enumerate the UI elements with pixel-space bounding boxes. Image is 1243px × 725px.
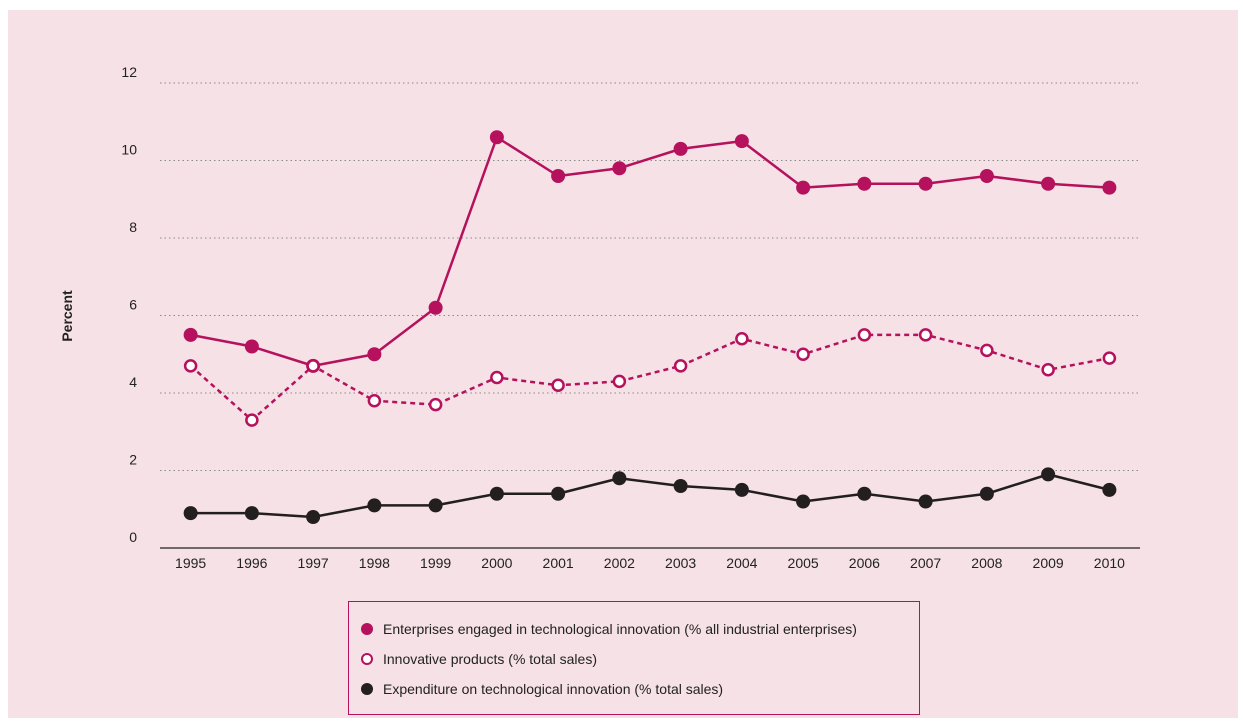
data-point <box>1041 467 1056 482</box>
data-point <box>1102 482 1117 497</box>
y-axis-title: Percent <box>59 290 75 342</box>
data-point <box>490 370 504 385</box>
data-point <box>918 176 933 191</box>
x-tick-label: 2002 <box>604 555 635 571</box>
x-tick-label: 2010 <box>1094 555 1125 571</box>
chart-panel <box>8 10 1238 718</box>
legend-marker-filled-magenta <box>361 623 373 635</box>
x-tick-label: 2005 <box>788 555 819 571</box>
y-tick-label: 10 <box>121 142 137 158</box>
x-tick-label: 2000 <box>481 555 512 571</box>
data-point <box>734 482 749 497</box>
data-point <box>796 494 811 509</box>
data-point <box>1102 351 1117 365</box>
legend-item-expenditure: Expenditure on technological innovation … <box>361 678 723 700</box>
x-tick-label: 1999 <box>420 555 451 571</box>
data-point <box>551 169 566 183</box>
data-point <box>796 347 810 361</box>
series-lines <box>183 130 1117 524</box>
x-tick-label: 1996 <box>236 555 267 571</box>
legend-marker-hollow-magenta <box>361 653 373 665</box>
data-point <box>979 486 994 501</box>
legend: Enterprises engaged in technological inn… <box>348 601 920 715</box>
legend-label: Expenditure on technological innovation … <box>383 681 724 697</box>
data-point <box>857 176 872 191</box>
y-tick-label: 0 <box>129 529 137 545</box>
legend-marker-filled-black <box>361 683 373 695</box>
legend-label: Innovative products (% total sales) <box>383 651 597 667</box>
y-tick-label: 12 <box>121 64 137 80</box>
data-point <box>673 479 688 493</box>
data-point <box>734 134 749 149</box>
series-2 <box>183 328 1117 427</box>
data-point <box>367 347 382 362</box>
x-tick-label: 2004 <box>726 555 757 571</box>
legend-label: Enterprises engaged in technological inn… <box>383 621 857 637</box>
data-point <box>489 130 504 145</box>
x-tick-label: 2006 <box>849 555 880 571</box>
data-point <box>612 471 627 486</box>
x-tick-label: 2003 <box>665 555 696 571</box>
x-tick-label: 1997 <box>298 555 329 571</box>
data-point <box>306 510 321 524</box>
gridlines <box>160 82 1140 471</box>
x-tick-label: 2007 <box>910 555 941 571</box>
data-point <box>857 486 872 501</box>
data-point <box>306 359 320 373</box>
data-point <box>367 394 382 408</box>
x-tick-label: 2009 <box>1033 555 1064 571</box>
series-line <box>190 473 1110 519</box>
data-point <box>980 343 994 358</box>
x-tick-label: 1995 <box>175 555 206 571</box>
data-point <box>551 378 565 392</box>
data-point <box>183 359 198 373</box>
data-point <box>857 328 872 342</box>
data-point <box>918 494 933 509</box>
data-point <box>918 328 933 342</box>
series-3 <box>183 467 1117 524</box>
x-tick-label: 2001 <box>543 555 574 571</box>
data-point <box>428 498 443 513</box>
data-point <box>1041 176 1056 191</box>
data-point <box>244 506 259 521</box>
data-point <box>1041 363 1055 377</box>
data-point <box>245 413 259 427</box>
data-point <box>612 161 627 176</box>
data-point <box>551 486 566 501</box>
x-tick-label: 2008 <box>971 555 1002 571</box>
y-tick-label: 6 <box>129 297 137 313</box>
data-point <box>489 486 504 501</box>
y-tick-label: 8 <box>129 219 137 235</box>
y-tick-label: 2 <box>129 452 137 468</box>
data-point <box>183 506 198 521</box>
data-point <box>183 327 198 342</box>
x-axis-ticks: 1995 1996 1997 1998 1999 2000 2001 2002 2003 2004… <box>175 555 1125 571</box>
data-point <box>428 397 443 412</box>
series-line <box>190 136 1110 368</box>
legend-item-innovative-products: Innovative products (% total sales) <box>361 648 597 670</box>
data-point <box>428 300 443 315</box>
data-point <box>673 359 688 373</box>
data-point <box>673 141 688 156</box>
data-point <box>735 332 749 346</box>
y-tick-label: 4 <box>129 374 137 390</box>
data-point <box>612 374 627 389</box>
series-1 <box>183 130 1117 373</box>
data-point <box>244 339 259 354</box>
x-tick-label: 1998 <box>359 555 390 571</box>
data-point <box>367 498 382 513</box>
y-axis-ticks: 0 2 4 6 8 10 12 <box>121 64 137 545</box>
legend-item-enterprises: Enterprises engaged in technological inn… <box>361 618 857 640</box>
data-point <box>1102 180 1117 195</box>
data-point <box>796 180 811 195</box>
series-line <box>189 333 1110 422</box>
data-point <box>979 169 994 183</box>
